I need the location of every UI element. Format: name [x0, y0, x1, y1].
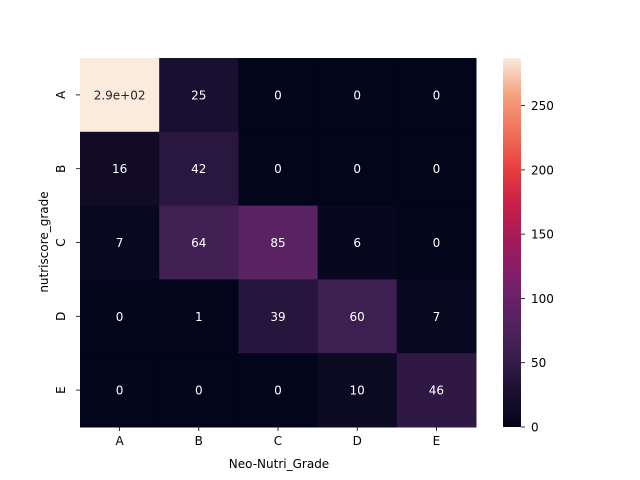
cell-annotation: 0 — [116, 384, 124, 398]
heatmap-cell — [396, 353, 477, 428]
x-axis: A B C D E — [115, 427, 440, 448]
cell-annotation: 85 — [270, 236, 285, 250]
cell-annotation: 16 — [112, 162, 127, 176]
cell-annotation: 0 — [274, 162, 282, 176]
colorbar-tick-label: 50 — [531, 356, 546, 370]
cell-annotation: 10 — [350, 384, 365, 398]
heatmap-cell — [159, 353, 239, 428]
y-tick-label: C — [54, 238, 68, 246]
heatmap-cell — [80, 279, 160, 354]
heatmap-cell — [396, 58, 477, 133]
cell-annotation: 0 — [274, 384, 282, 398]
y-axis: A B C D E — [54, 90, 80, 394]
heatmap-cell — [159, 58, 239, 133]
heatmap-cell — [159, 131, 239, 207]
cell-annotation: 39 — [270, 310, 285, 324]
colorbar: 0 50 100 150 200 250 — [503, 58, 554, 435]
colorbar-tick-label: 0 — [531, 421, 539, 435]
y-axis-label: nutriscore_grade — [37, 191, 51, 292]
y-tick-label: B — [54, 165, 68, 173]
cell-annotation: 6 — [353, 236, 361, 250]
y-tick-label: D — [54, 312, 68, 321]
heatmap-cell — [80, 205, 160, 280]
heatmap-cell — [396, 279, 477, 354]
cell-annotation: 60 — [350, 310, 365, 324]
heatmap-cell — [317, 131, 398, 207]
colorbar-tick-label: 150 — [531, 228, 554, 242]
heatmap-cell — [317, 279, 398, 354]
colorbar-tick-label: 200 — [531, 163, 554, 177]
heatmap-cell — [159, 205, 239, 280]
cell-annotation: 0 — [195, 384, 203, 398]
cell-annotation: 0 — [116, 310, 124, 324]
colorbar-gradient — [503, 58, 521, 427]
heatmap-cell — [238, 58, 319, 133]
heatmap-cells — [80, 58, 477, 428]
cell-annotation: 2.9e+02 — [94, 88, 146, 102]
heatmap-cell — [317, 58, 398, 133]
x-tick-label: E — [433, 434, 441, 448]
cell-annotation: 7 — [433, 310, 441, 324]
heatmap-cell — [317, 205, 398, 280]
colorbar-tick-label: 250 — [531, 99, 554, 113]
heatmap-cell — [80, 131, 160, 207]
heatmap-cell — [80, 353, 160, 428]
cell-annotation: 0 — [274, 88, 282, 102]
x-tick-label: A — [115, 434, 124, 448]
cell-annotation: 1 — [195, 310, 203, 324]
heatmap-cell — [159, 279, 239, 354]
y-tick-label: A — [54, 90, 68, 99]
cell-annotation: 25 — [191, 88, 206, 102]
y-tick-label: E — [54, 386, 68, 394]
colorbar-tick-label: 100 — [531, 292, 554, 306]
heatmap-cell — [317, 353, 398, 428]
heatmap-cell — [238, 205, 319, 280]
x-tick-label: C — [274, 434, 282, 448]
x-axis-label: Neo-Nutri_Grade — [229, 457, 329, 471]
x-tick-label: D — [353, 434, 362, 448]
heatmap-cell — [396, 205, 477, 280]
heatmap-cell — [396, 131, 477, 207]
cell-annotations: 2.9e+02 25 0 0 016 42 0 0 07 64 85 6 00 1 39 60 70 0 0 10 46 — [94, 88, 444, 397]
cell-annotation: 0 — [433, 236, 441, 250]
heatmap-cell — [238, 131, 319, 207]
heatmap-cell — [238, 353, 319, 428]
cell-annotation: 46 — [429, 384, 444, 398]
cell-annotation: 0 — [353, 162, 361, 176]
cell-annotation: 0 — [433, 162, 441, 176]
cell-annotation: 0 — [353, 88, 361, 102]
heatmap-cell — [80, 58, 160, 133]
cell-annotation: 42 — [191, 162, 206, 176]
x-tick-label: B — [195, 434, 203, 448]
cell-annotation: 7 — [116, 236, 124, 250]
heatmap-cell — [238, 279, 319, 354]
cell-annotation: 64 — [191, 236, 206, 250]
cell-annotation: 0 — [433, 88, 441, 102]
